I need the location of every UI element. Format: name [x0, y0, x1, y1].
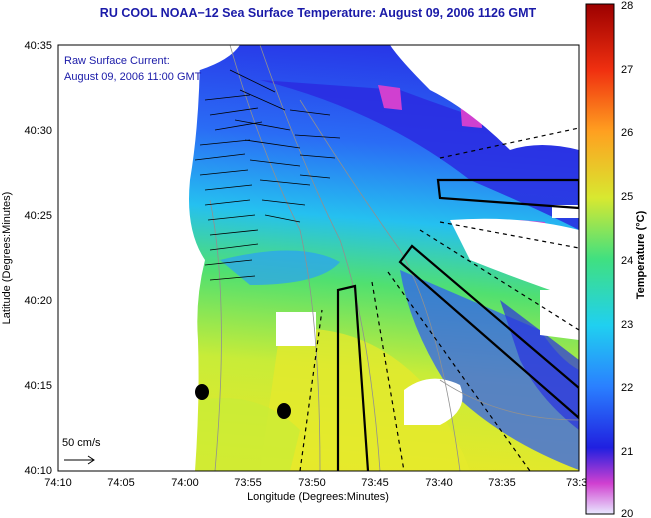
current-label: Raw Surface Current:	[64, 55, 170, 67]
y-tick: 40:30	[24, 125, 52, 137]
colorbar-tick: 24	[621, 255, 633, 267]
map-title: RU COOL NOAA−12 Sea Surface Temperature:…	[99, 6, 537, 20]
colorbar-tick: 28	[621, 0, 633, 12]
x-tick: 73:35	[488, 477, 516, 489]
colorbar-tick: 22	[621, 382, 633, 394]
colorbar-label: Temperature (°C)	[635, 210, 647, 299]
colorbar: 28 27 26 25 24 23 22 21 20 Temperature (…	[585, 0, 647, 518]
sst-field	[58, 45, 579, 471]
y-tick: 40:15	[24, 380, 52, 392]
colorbar-tick: 20	[621, 508, 633, 518]
current-vectors	[194, 69, 341, 281]
y-axis-label: Latitude (Degrees:Minutes)	[1, 192, 13, 325]
colorbar-tick: 25	[621, 191, 633, 203]
x-tick: 73:45	[361, 477, 389, 489]
x-tick: 73:3	[566, 477, 587, 489]
x-axis-label: Longitude (Degrees:Minutes)	[247, 491, 389, 503]
x-tick: 73:55	[234, 477, 262, 489]
y-tick: 40:20	[24, 295, 52, 307]
y-tick: 40:25	[24, 210, 52, 222]
y-tick: 40:35	[24, 40, 52, 52]
y-tick: 40:10	[24, 465, 52, 477]
scale-label: 50 cm/s	[62, 437, 101, 449]
y-axis: 40:35 40:30 40:25 40:20 40:15 40:10 Lati…	[1, 40, 52, 477]
colorbar-tick: 21	[621, 446, 633, 458]
plot-frame	[57, 44, 580, 472]
x-tick: 73:50	[298, 477, 326, 489]
x-tick: 73:40	[425, 477, 453, 489]
current-time: August 09, 2006 11:00 GMT	[64, 71, 202, 83]
colorbar-tick: 26	[621, 127, 633, 139]
x-tick: 74:05	[107, 477, 135, 489]
x-tick: 74:10	[44, 477, 72, 489]
x-tick: 74:00	[171, 477, 199, 489]
colorbar-tick: 27	[621, 64, 633, 76]
x-axis: 74:10 74:05 74:00 73:55 73:50 73:45 73:4…	[44, 477, 587, 503]
colorbar-tick: 23	[621, 319, 633, 331]
